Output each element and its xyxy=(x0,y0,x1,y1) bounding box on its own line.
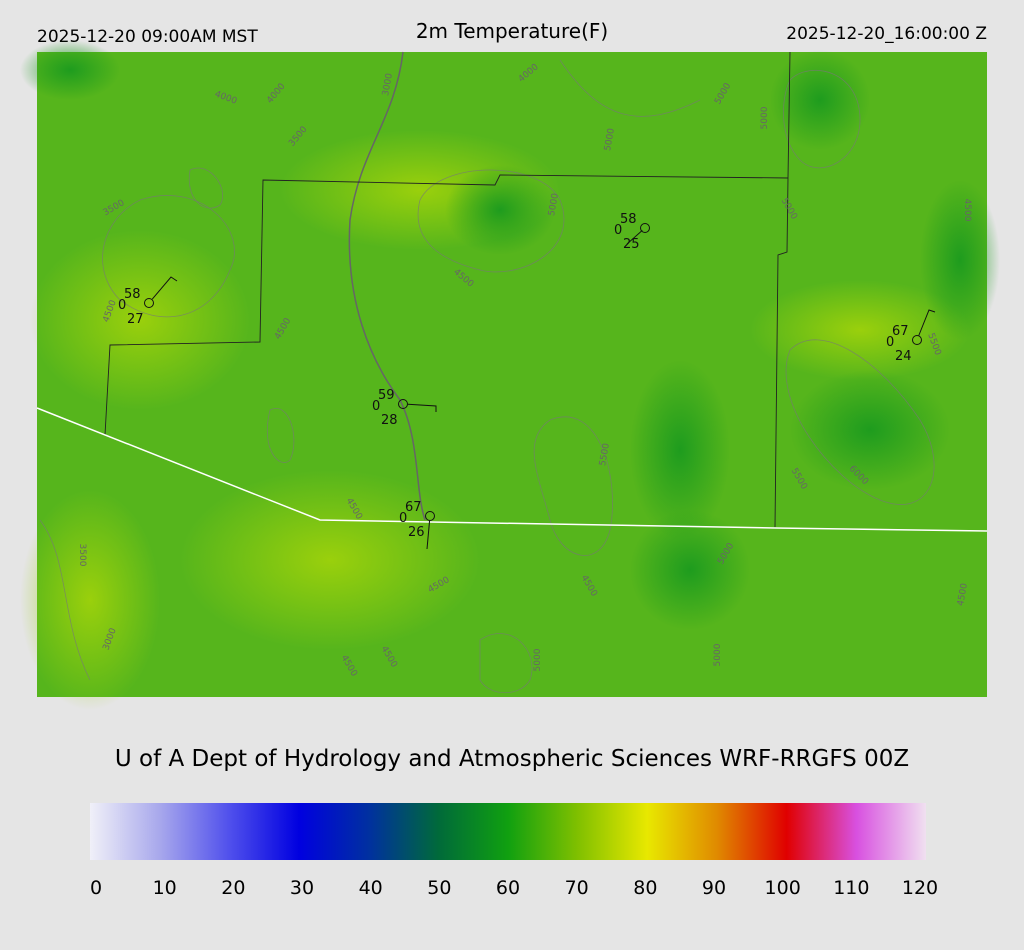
colorbar-tick-label: 90 xyxy=(702,877,726,899)
station-circle xyxy=(425,511,435,521)
wind-barb xyxy=(407,403,437,412)
contour-label: 3500 xyxy=(77,544,87,567)
contour-label: 5000 xyxy=(603,127,617,152)
footer-credit: U of A Dept of Hydrology and Atmospheric… xyxy=(115,746,909,772)
station-dewpoint: 28 xyxy=(381,413,398,428)
county-boundary xyxy=(104,51,791,528)
station-temperature: 58 xyxy=(620,212,637,227)
contour-label: 5500 xyxy=(598,442,612,467)
colorbar-tick-label: 70 xyxy=(565,877,589,899)
colorbar-tick-label: 100 xyxy=(765,877,801,899)
station-temperature: 67 xyxy=(892,324,909,339)
colorbar-tick-label: 50 xyxy=(427,877,451,899)
station-code: 0 xyxy=(372,399,380,414)
station-temperature: 67 xyxy=(405,500,422,515)
colorbar-tick-label: 0 xyxy=(90,877,102,899)
contour-label: 4500 xyxy=(956,582,970,607)
station-code: 0 xyxy=(886,335,894,350)
station-code: 0 xyxy=(399,511,407,526)
contour-label: 3000 xyxy=(381,72,395,97)
valid-time-utc: 2025-12-20_16:00:00 Z xyxy=(786,24,987,44)
colorbar-tick-label: 110 xyxy=(833,877,869,899)
station-dewpoint: 27 xyxy=(127,312,144,327)
river xyxy=(348,51,426,521)
contour-label: 4500 xyxy=(962,199,972,222)
colorbar-tick-label: 120 xyxy=(902,877,938,899)
colorbar xyxy=(90,803,926,860)
state-boundary xyxy=(36,407,988,532)
colorbar-tick-label: 60 xyxy=(496,877,520,899)
station-temperature: 59 xyxy=(378,388,395,403)
wind-barb xyxy=(151,276,178,300)
station-circle xyxy=(398,399,408,409)
contours xyxy=(39,59,935,693)
contour-label: 5000 xyxy=(713,643,723,666)
map-title: 2m Temperature(F) xyxy=(416,19,608,43)
colorbar-tick-label: 30 xyxy=(290,877,314,899)
station-temperature: 58 xyxy=(124,287,141,302)
wind-barb xyxy=(626,230,643,245)
station-circle xyxy=(640,223,650,233)
temperature-shading xyxy=(20,40,1000,710)
station-circle xyxy=(912,335,922,345)
colorbar-tick-label: 10 xyxy=(153,877,177,899)
valid-time-local: 2025-12-20 09:00AM MST xyxy=(37,27,258,47)
station-dewpoint: 25 xyxy=(623,237,640,252)
colorbar-ticks: 0 10 20 30 40 50 60 70 80 90 100 110 120 xyxy=(90,877,938,899)
wind-barb xyxy=(426,520,431,550)
station-code: 0 xyxy=(614,223,622,238)
station-code: 0 xyxy=(118,298,126,313)
contour-label: 5000 xyxy=(760,106,770,129)
colorbar-tick-label: 20 xyxy=(221,877,245,899)
station-dewpoint: 26 xyxy=(408,525,425,540)
colorbar-tick-label: 40 xyxy=(359,877,383,899)
station-dewpoint: 24 xyxy=(895,349,912,364)
station-circle xyxy=(144,298,154,308)
colorbar-tick-label: 80 xyxy=(633,877,657,899)
contour-label: 5000 xyxy=(533,648,543,671)
wind-barb xyxy=(918,309,936,336)
map: 4000 4000 3000 4000350035004500450050005000… xyxy=(20,40,1000,710)
contour-label: 5000 xyxy=(547,192,561,217)
